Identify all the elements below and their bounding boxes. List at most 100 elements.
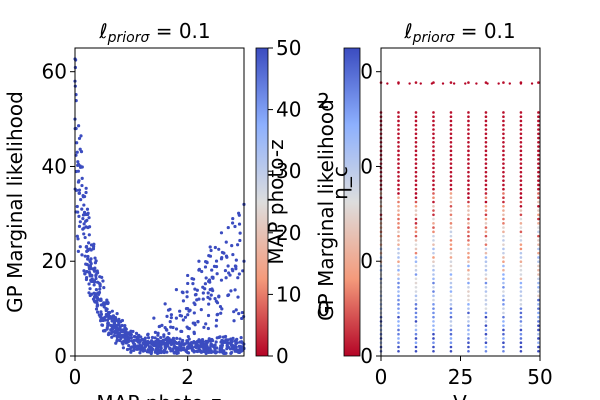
scatter-point (213, 245, 217, 250)
scatter-point (233, 288, 237, 292)
scatter-point (206, 347, 210, 351)
scatter-point (537, 119, 540, 123)
scatter-point (215, 272, 219, 276)
scatter-point (168, 346, 172, 350)
scatter-point (414, 230, 418, 234)
scatter-point (432, 170, 435, 174)
scatter-point (467, 115, 470, 119)
scatter-point (537, 234, 540, 238)
scatter-point (202, 325, 206, 329)
scatter-point (136, 344, 140, 348)
scatter-point (449, 277, 453, 281)
scatter-point (127, 343, 131, 348)
scatter-point (484, 153, 488, 157)
scatter-point (449, 230, 453, 234)
scatter-point (89, 248, 93, 252)
scatter-point (115, 338, 119, 342)
scatter-point (449, 311, 453, 315)
scatter-point (397, 243, 400, 246)
y-tick-label: 0 (360, 344, 373, 368)
colorbar-gradient (255, 47, 269, 357)
scatter-point (432, 320, 435, 323)
colorbar-ticks: 0 10 20 30 40 50 (268, 36, 301, 368)
scatter-point (103, 302, 107, 306)
scatter-point (230, 243, 234, 248)
scatter-point (172, 351, 176, 355)
scatter-point (537, 149, 540, 153)
scatter-point (156, 340, 160, 344)
scatter-point (467, 119, 470, 123)
scatter-point (502, 345, 505, 349)
scatter-point (160, 350, 164, 354)
scatter-point (519, 243, 523, 246)
scatter-point (224, 338, 228, 342)
scatter-point (94, 288, 99, 292)
scatter-point (449, 264, 453, 268)
scatter-point (467, 213, 470, 217)
scatter-point (432, 196, 435, 200)
scatter-point (414, 298, 418, 302)
scatter-point (449, 320, 453, 323)
scatter-point (449, 341, 453, 345)
scatter-point (88, 259, 92, 263)
scatter-point (484, 140, 488, 144)
scatter-point (397, 115, 400, 119)
scatter-point (537, 145, 540, 148)
scatter-point (200, 350, 204, 354)
scatter-point (502, 149, 505, 153)
scatter-point (90, 292, 94, 296)
scatter-point (239, 335, 243, 340)
scatter-point (537, 345, 540, 349)
scatter-point (123, 326, 127, 330)
scatter-point (449, 187, 453, 191)
scatter-point (128, 333, 132, 337)
scatter-point (519, 311, 523, 315)
scatter-point (408, 82, 411, 85)
scatter-point (142, 341, 146, 345)
scatter-point (179, 314, 184, 318)
scatter-point (484, 128, 488, 131)
scatter-point (519, 132, 523, 136)
scatter-point (215, 313, 219, 317)
scatter-point (519, 128, 523, 131)
scatter-point (154, 349, 158, 353)
scatter-point (397, 162, 400, 165)
scatter-point (519, 260, 523, 264)
scatter-point (432, 204, 435, 208)
scatter-point (222, 351, 226, 356)
scatter-point (76, 163, 80, 168)
scatter-point (187, 337, 191, 341)
scatter-point (467, 332, 470, 336)
scatter-point (484, 290, 488, 293)
scatter-point (449, 183, 453, 187)
scatter-point (82, 222, 86, 226)
scatter-point (449, 298, 453, 302)
scatter-point (78, 220, 82, 224)
scatter-point (537, 136, 540, 140)
scatter-point (206, 313, 211, 318)
scatter-point (397, 247, 400, 251)
scatter-point (397, 290, 400, 293)
scatter-point (519, 345, 523, 349)
scatter-point (519, 281, 523, 285)
scatter-point (209, 293, 213, 297)
scatter-point (397, 311, 400, 315)
scatter-point (106, 333, 111, 337)
scatter-point (110, 335, 114, 339)
scatter-point (99, 312, 104, 316)
scatter-point (200, 269, 204, 274)
scatter-point (432, 337, 435, 340)
scatter-point (432, 230, 435, 234)
scatter-point (240, 310, 244, 315)
scatter-point (204, 351, 208, 355)
scatter-point (226, 264, 230, 268)
scatter-point (397, 158, 400, 161)
scatter-point (160, 341, 165, 346)
scatter-point (467, 145, 470, 148)
scatter-point (414, 247, 418, 251)
scatter-point (467, 320, 470, 323)
scatter-point (238, 340, 242, 344)
scatter-point (449, 204, 453, 208)
scatter-point (106, 301, 110, 305)
scatter-point (414, 328, 418, 332)
